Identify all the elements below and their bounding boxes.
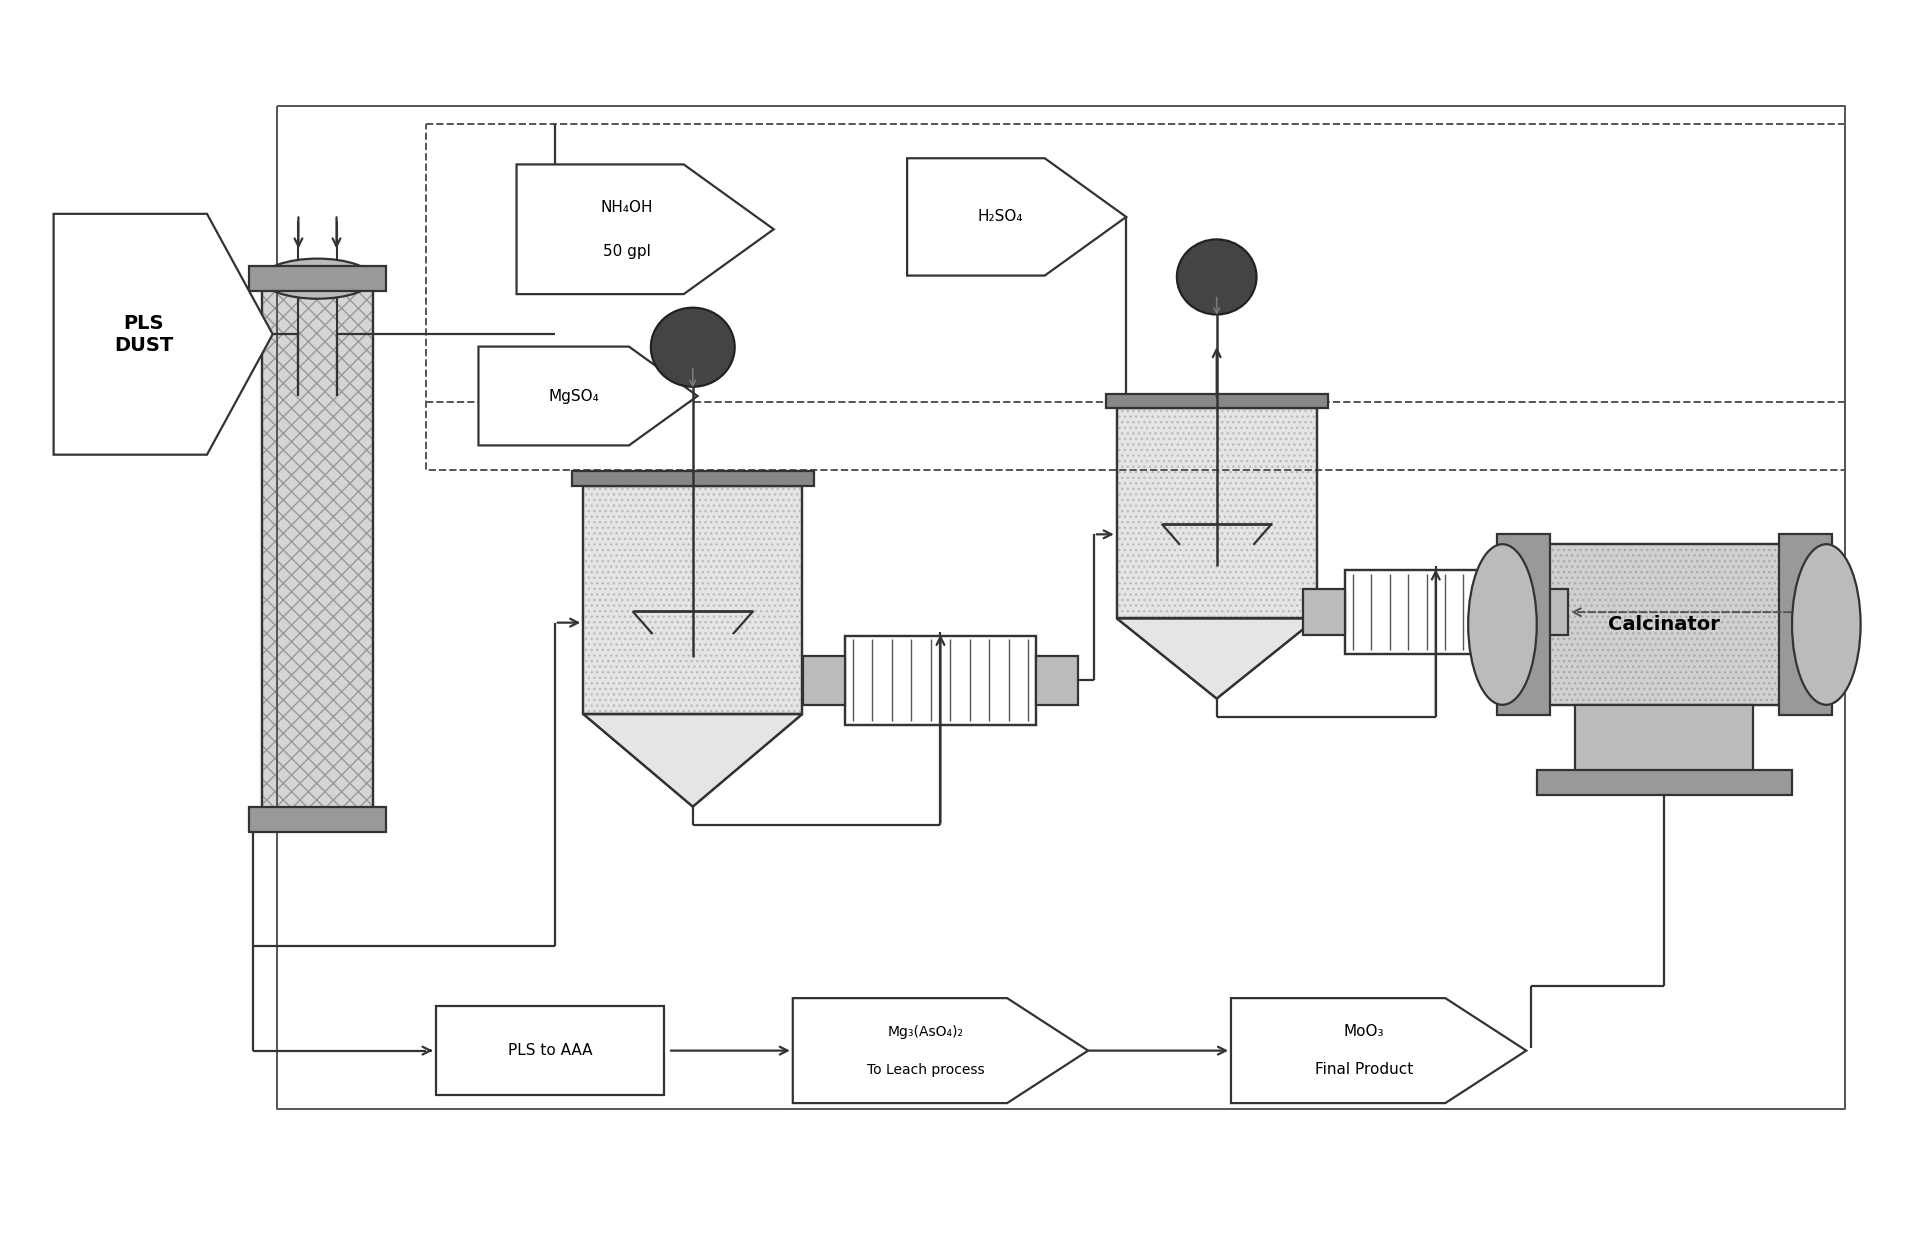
Bar xyxy=(1117,408,1316,618)
Text: H₂SO₄: H₂SO₄ xyxy=(977,210,1023,225)
Polygon shape xyxy=(1117,618,1316,698)
Bar xyxy=(1575,704,1754,773)
Polygon shape xyxy=(478,347,697,446)
Bar xyxy=(263,279,372,809)
Bar xyxy=(583,486,802,714)
Polygon shape xyxy=(1230,998,1526,1103)
Polygon shape xyxy=(516,165,773,294)
Ellipse shape xyxy=(651,307,735,387)
Bar xyxy=(1503,545,1827,704)
Bar xyxy=(436,1007,664,1095)
Text: 50 gpl: 50 gpl xyxy=(603,244,651,259)
Bar xyxy=(263,279,372,809)
Bar xyxy=(1036,656,1078,704)
Ellipse shape xyxy=(1176,240,1257,315)
Text: PLS to AAA: PLS to AAA xyxy=(509,1043,593,1058)
Text: NH₄OH: NH₄OH xyxy=(601,200,652,215)
Polygon shape xyxy=(54,214,272,455)
Bar xyxy=(1779,535,1833,714)
Polygon shape xyxy=(793,998,1088,1103)
Bar xyxy=(1117,408,1316,618)
Bar xyxy=(1526,590,1568,636)
Bar xyxy=(1345,570,1526,654)
Bar xyxy=(1503,545,1827,704)
Bar xyxy=(263,279,372,809)
Bar xyxy=(583,486,802,714)
Text: Calcinator: Calcinator xyxy=(1608,615,1719,634)
Bar xyxy=(1105,395,1328,408)
Bar xyxy=(249,807,386,832)
Text: MgSO₄: MgSO₄ xyxy=(549,388,599,403)
Bar xyxy=(1345,570,1526,654)
Bar xyxy=(1537,771,1792,794)
Text: MoO₃: MoO₃ xyxy=(1343,1024,1384,1039)
Text: PLS
DUST: PLS DUST xyxy=(113,313,173,355)
Bar xyxy=(583,486,802,714)
Bar xyxy=(844,636,1036,724)
Polygon shape xyxy=(583,714,802,807)
Bar xyxy=(572,471,814,486)
Bar xyxy=(1117,408,1316,618)
Bar xyxy=(1303,590,1345,636)
Bar xyxy=(249,266,386,291)
Bar xyxy=(844,636,1036,724)
Ellipse shape xyxy=(1792,545,1861,704)
Polygon shape xyxy=(908,159,1126,276)
Bar xyxy=(1497,535,1551,714)
Text: Final Product: Final Product xyxy=(1315,1062,1412,1077)
Text: To Leach process: To Leach process xyxy=(867,1063,984,1077)
Bar xyxy=(804,656,844,704)
Ellipse shape xyxy=(1468,545,1537,704)
Ellipse shape xyxy=(263,259,372,299)
Bar xyxy=(1503,545,1827,704)
Text: Mg₃(AsO₄)₂: Mg₃(AsO₄)₂ xyxy=(888,1024,963,1039)
